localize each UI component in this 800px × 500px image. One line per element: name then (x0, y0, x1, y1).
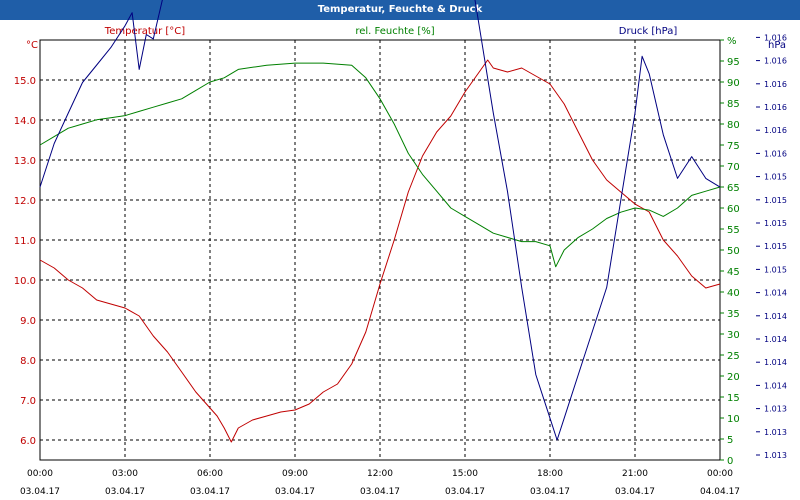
time-tick-label: 00:00 (707, 469, 733, 479)
date-tick-label: 03.04.17 (20, 487, 60, 497)
humidity-tick-label: 5 (727, 435, 733, 446)
pressure-tick-label: 1.015 (764, 196, 787, 205)
pressure-axis: 1.013 1.013 1.013 1.014 1.014 1.014 1.014 1.014… (756, 33, 787, 460)
temperature-tick-label: 14.0 (14, 116, 36, 127)
pressure-tick-label: 1.013 (764, 428, 787, 437)
time-axis: 00:00 03.04.17 03:00 03.04.17 06:00 03.04.17 0… (20, 469, 740, 497)
pressure-tick-label: 1.015 (764, 173, 787, 182)
humidity-tick-label: 70 (727, 162, 740, 173)
humidity-tick-label: 45 (727, 267, 740, 278)
temperature-tick-label: 12.0 (14, 196, 36, 207)
time-tick-label: 00:00 (27, 469, 53, 479)
pressure-tick-label: 1.014 (764, 335, 787, 344)
time-tick-label: 03:00 (112, 469, 138, 479)
humidity-series-line (39, 62, 721, 268)
date-tick-label: 03.04.17 (190, 487, 230, 497)
time-tick-label: 18:00 (537, 469, 563, 479)
pressure-tick-label: 1.016 (764, 126, 787, 135)
pressure-tick-label: 1.013 (764, 451, 787, 460)
legend-humidity: rel. Feuchte [%] (355, 26, 434, 37)
date-tick-label: 03.04.17 (615, 487, 655, 497)
pressure-tick-label: 1.014 (764, 289, 787, 298)
temperature-tick-label: 11.0 (14, 236, 36, 247)
time-tick-label: 21:00 (622, 469, 648, 479)
temperature-tick-label: 6.0 (20, 436, 36, 447)
humidity-tick-label: 10 (727, 414, 740, 425)
temperature-axis: 6.0 7.0 8.0 9.0 10.0 11.0 12.0 13.0 14.0 15.0 (14, 76, 36, 447)
time-tick-label: 12:00 (367, 469, 393, 479)
pressure-tick-label: 1.015 (764, 242, 787, 251)
pressure-unit-label: hPa (768, 40, 786, 51)
temperature-tick-label: 15.0 (14, 76, 36, 87)
time-tick-label: 06:00 (197, 469, 223, 479)
humidity-axis: 0 5 10 15 20 25 30 35 40 45 50 55 60 65 70 75 80 85 90 95% (720, 36, 740, 467)
pressure-tick-label: 1.015 (764, 265, 787, 274)
date-tick-label: 03.04.17 (360, 487, 400, 497)
pressure-series-line (39, 0, 721, 441)
temperature-tick-label: 10.0 (14, 276, 36, 287)
humidity-tick-label: 95 (727, 57, 740, 68)
humidity-tick-label: 0 (727, 456, 733, 467)
pressure-tick-label: 1.014 (764, 358, 787, 367)
humidity-tick-label: 75 (727, 141, 740, 152)
temperature-tick-label: 13.0 (14, 156, 36, 167)
pressure-tick-label: 1.016 (764, 57, 787, 66)
humidity-tick-label: 65 (727, 183, 740, 194)
humidity-tick-label: 40 (727, 288, 740, 299)
pressure-tick-label: 1.015 (764, 219, 787, 228)
humidity-tick-label: 55 (727, 225, 740, 236)
pressure-tick-label: 1.016 (764, 33, 787, 42)
humidity-tick-label: 60 (727, 204, 740, 215)
temperature-tick-label: 9.0 (20, 316, 36, 327)
legend-temperature: Temperatur [°C] (104, 26, 185, 37)
pressure-tick-label: 1.014 (764, 381, 787, 390)
series-lines (39, 0, 721, 443)
pressure-tick-label: 1.016 (764, 103, 787, 112)
date-tick-label: 04.04.17 (700, 487, 740, 497)
window-title: Temperatur, Feuchte & Druck (0, 0, 800, 20)
temperature-tick-label: 7.0 (20, 396, 36, 407)
date-tick-label: 03.04.17 (275, 487, 315, 497)
grid (40, 40, 720, 460)
pressure-tick-label: 1.016 (764, 149, 787, 158)
temperature-tick-label: 8.0 (20, 356, 36, 367)
pressure-tick-label: 1.016 (764, 80, 787, 89)
humidity-tick-label: % (727, 36, 737, 47)
pressure-tick-label: 1.013 (764, 405, 787, 414)
time-tick-label: 15:00 (452, 469, 478, 479)
humidity-tick-label: 80 (727, 120, 740, 131)
legend-pressure: Druck [hPa] (619, 26, 678, 37)
humidity-tick-label: 90 (727, 78, 740, 89)
humidity-tick-label: 25 (727, 351, 740, 362)
temperature-unit-label: °C (26, 40, 38, 51)
pressure-tick-label: 1.014 (764, 312, 787, 321)
humidity-tick-label: 15 (727, 393, 740, 404)
humidity-tick-label: 35 (727, 309, 740, 320)
date-tick-label: 03.04.17 (445, 487, 485, 497)
humidity-tick-label: 30 (727, 330, 740, 341)
date-tick-label: 03.04.17 (105, 487, 145, 497)
time-tick-label: 09:00 (282, 469, 308, 479)
date-tick-label: 03.04.17 (530, 487, 570, 497)
humidity-tick-label: 20 (727, 372, 740, 383)
humidity-tick-label: 85 (727, 99, 740, 110)
temperature-series-line (39, 59, 721, 443)
humidity-tick-label: 50 (727, 246, 740, 257)
